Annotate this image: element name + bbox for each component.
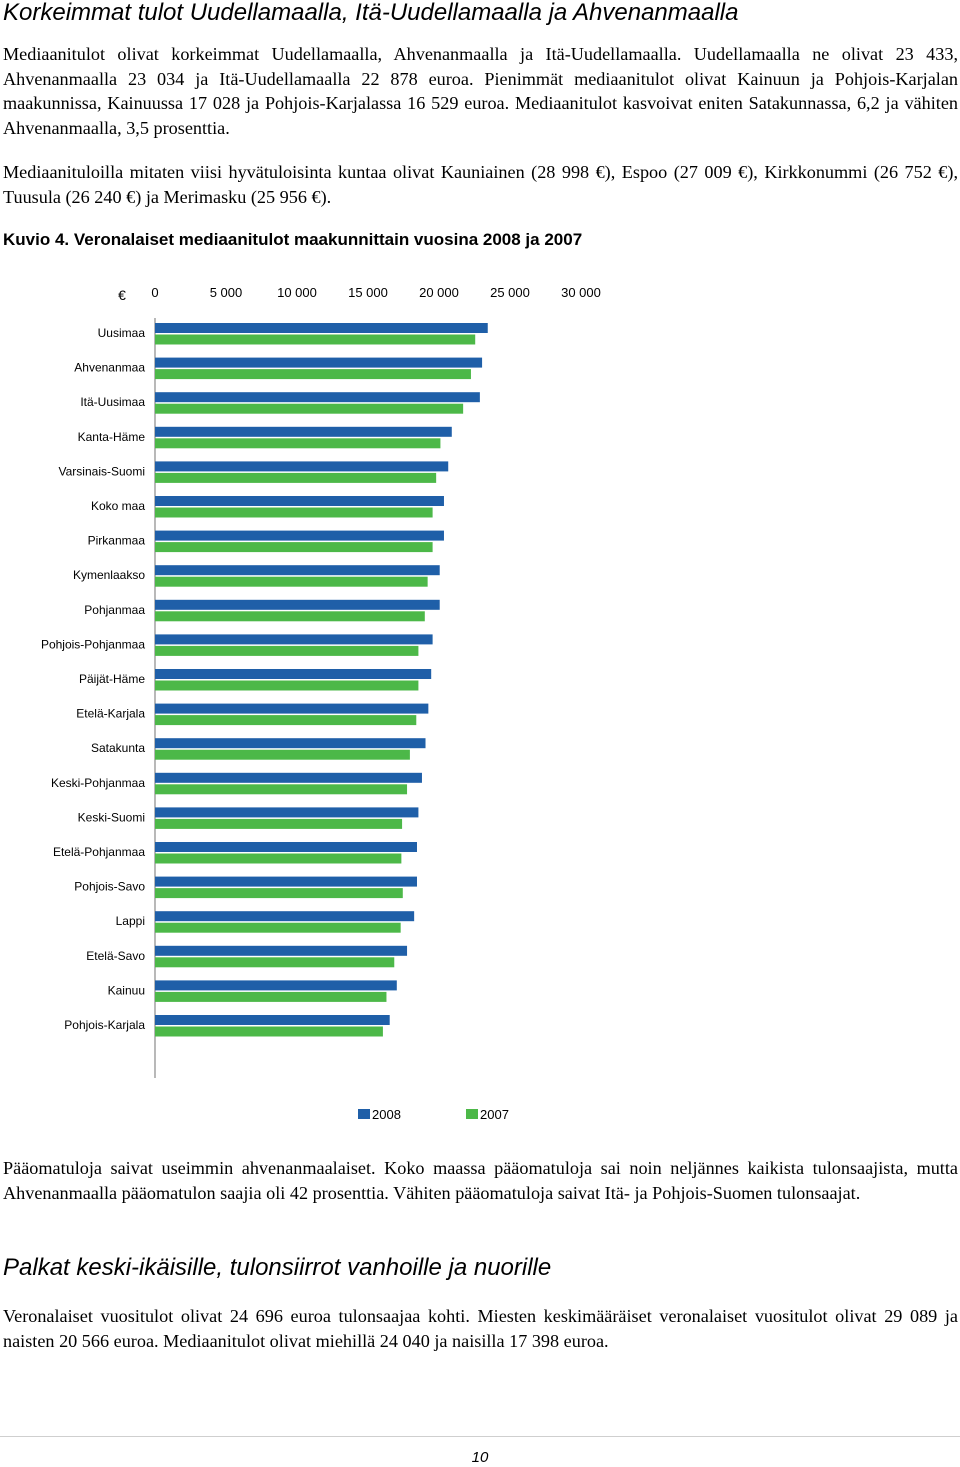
bar-2007 (155, 542, 433, 553)
category-label: Satakunta (91, 741, 145, 755)
figure-caption: Kuvio 4. Veronalaiset mediaanitulot maak… (3, 230, 583, 249)
bar-2008 (155, 669, 432, 679)
page-number: 10 (471, 1449, 489, 1466)
bar-2008 (155, 703, 429, 714)
x-tick-label: 10 000 (277, 285, 317, 300)
category-label: Etelä-Savo (86, 949, 145, 963)
bar-2007 (155, 991, 387, 1002)
bar-2008 (155, 980, 397, 991)
bar-2007 (155, 1026, 383, 1037)
bar-2008 (155, 1015, 390, 1025)
paragraph-capital-income: Pääomatuloja saivat useimmin ahvenanmaal… (3, 1158, 958, 1203)
bar-2007 (155, 853, 402, 864)
bar-2007 (155, 576, 428, 587)
bar-2008 (155, 738, 426, 749)
category-label: Pohjois-Savo (74, 880, 145, 894)
bar-2007 (155, 818, 403, 829)
legend-swatch-2007 (466, 1109, 478, 1119)
section-heading-highest-incomes: Korkeimmat tulot Uudellamaalla, Itä-Uude… (3, 0, 739, 26)
bar-2007 (155, 472, 437, 483)
bar-2008 (155, 772, 422, 783)
category-label: Etelä-Pohjanmaa (53, 845, 145, 859)
paragraph-median-incomes: Mediaanitulot olivat korkeimmat Uudellam… (3, 44, 958, 138)
category-label: Kymenlaakso (73, 568, 145, 582)
bar-2007 (155, 645, 419, 656)
paragraph-wealthiest-municipalities: Mediaanituloilla mitaten viisi hyvätuloi… (3, 162, 958, 207)
paragraph-taxable-income: Veronalaiset vuositulot olivat 24 696 eu… (3, 1306, 958, 1351)
legend-swatch-2008 (358, 1109, 370, 1119)
bar-2008 (155, 876, 417, 887)
x-tick-label: 20 000 (419, 285, 459, 300)
bar-2008 (155, 323, 488, 333)
bar-2008 (155, 426, 452, 437)
bar-2008 (155, 842, 417, 852)
bar-2007 (155, 369, 471, 380)
category-label: Itä-Uusimaa (80, 395, 145, 409)
x-tick-label: 15 000 (348, 285, 388, 300)
bar-2007 (155, 922, 401, 933)
category-label: Uusimaa (98, 326, 146, 340)
unit-label: € (118, 287, 126, 303)
legend-label-2008: 2008 (372, 1107, 401, 1122)
bar-2008 (155, 945, 408, 956)
bar-2008 (155, 911, 415, 922)
bar-2008 (155, 807, 419, 818)
category-label: Keski-Pohjanmaa (51, 776, 145, 790)
bar-2007 (155, 507, 433, 518)
category-label: Pirkanmaa (88, 534, 146, 548)
bar-2007 (155, 438, 441, 449)
bar-2008 (155, 392, 480, 403)
bar-2007 (155, 680, 419, 691)
category-label: Kainuu (108, 983, 145, 997)
section-heading-wages: Palkat keski-ikäisille, tulonsiirrot van… (3, 1254, 552, 1281)
category-label: Etelä-Karjala (76, 707, 145, 721)
category-label: Päijät-Häme (79, 672, 145, 686)
bar-2008 (155, 634, 433, 645)
category-label: Keski-Suomi (78, 810, 145, 824)
bar-2008 (155, 599, 440, 610)
category-label: Lappi (116, 914, 145, 928)
category-label: Koko maa (91, 499, 145, 513)
category-label: Pohjanmaa (84, 603, 145, 617)
bar-2007 (155, 749, 410, 760)
bar-2007 (155, 957, 395, 968)
bar-2008 (155, 461, 449, 472)
bar-2007 (155, 888, 403, 899)
bar-2007 (155, 403, 464, 414)
bar-2008 (155, 565, 440, 576)
category-label: Ahvenanmaa (74, 361, 145, 375)
bar-2008 (155, 496, 444, 506)
x-tick-label: 0 (151, 285, 158, 300)
bar-2007 (155, 715, 417, 726)
bar-2008 (155, 357, 483, 368)
category-label: Pohjois-Pohjanmaa (41, 637, 145, 651)
x-tick-label: 5 000 (210, 285, 243, 300)
x-tick-label: 25 000 (490, 285, 530, 300)
category-label: Varsinais-Suomi (59, 464, 145, 478)
bar-2008 (155, 530, 444, 541)
median-income-bar-chart: €0 5 000 10 000 15 000 20 000 25 000 30 000 Uus… (41, 285, 601, 1122)
x-tick-label: 30 000 (561, 285, 601, 300)
bar-2007 (155, 784, 408, 795)
category-label: Pohjois-Karjala (64, 1018, 145, 1032)
bar-2007 (155, 611, 425, 622)
bar-2007 (155, 334, 476, 345)
legend-label-2007: 2007 (480, 1107, 509, 1122)
category-label: Kanta-Häme (78, 430, 146, 444)
footer-divider (0, 1436, 960, 1437)
